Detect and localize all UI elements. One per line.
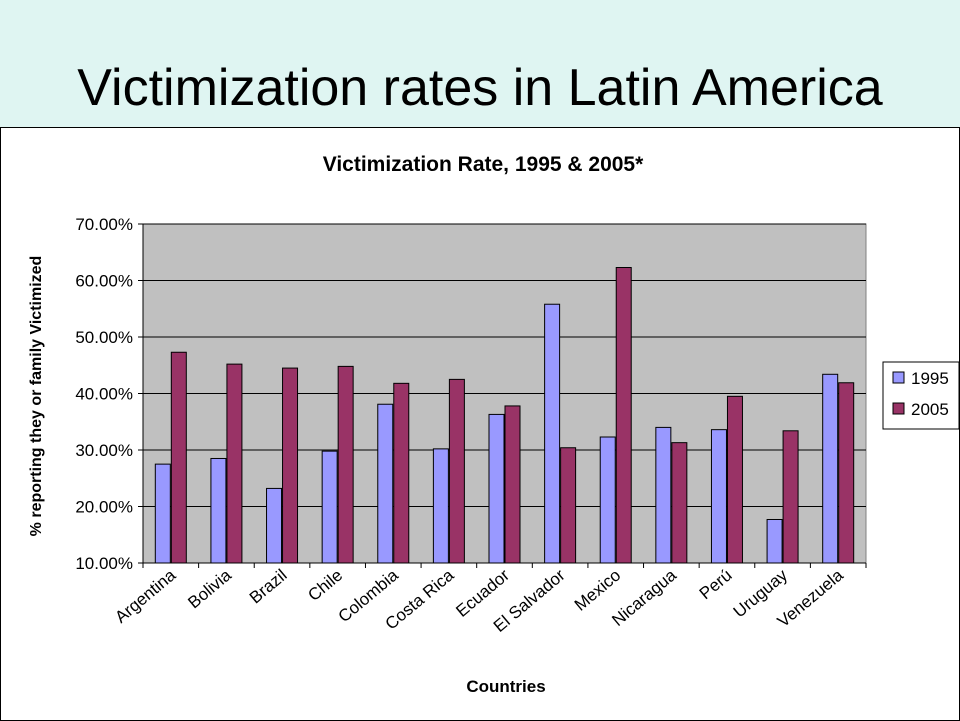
bar-2005-uruguay [782, 430, 799, 564]
bar-2005-costa-rica [448, 378, 465, 564]
bar-1995-per- [710, 429, 727, 564]
bar-1995-el-salvador [544, 303, 561, 564]
bar-2005-nicaragua [671, 442, 688, 564]
x-tick-label: Perú [696, 566, 736, 604]
legend-box [882, 361, 960, 430]
slide-title: Victimization rates in Latin America [77, 59, 883, 117]
legend-swatch [892, 402, 905, 415]
x-tick-label: Argentina [111, 565, 179, 627]
y-axis-label: % reporting they or family Victimized [28, 256, 45, 537]
y-tick-label: 20.00% [75, 498, 133, 517]
bar-2005-colombia [393, 382, 410, 564]
y-axis: 10.00% 20.00% 30.00% 40.00% 50.00% 60.00% 70.0… [75, 215, 144, 573]
legend: 1995 2005 [882, 361, 960, 430]
y-tick-label: 30.00% [75, 441, 133, 460]
bar-1995-uruguay [766, 518, 783, 564]
x-axis: Argentina Bolivia Brazil ChileColombiaCosta… [111, 562, 867, 636]
bar-2005-el-salvador [560, 447, 577, 564]
bar-2005-chile [337, 365, 354, 564]
y-tick-label: 50.00% [75, 328, 133, 347]
bar-2005-bolivia [226, 363, 243, 564]
chart-title: Victimization Rate, 1995 & 2005* [323, 153, 644, 176]
x-axis-label: Countries [466, 677, 545, 696]
bar-2005-per- [726, 395, 743, 564]
bar-1995-mexico [599, 436, 616, 564]
y-tick-label: 10.00% [75, 554, 133, 573]
bar-2005-ecuador [504, 405, 521, 564]
bar-1995-argentina [154, 463, 171, 564]
legend-swatch [892, 371, 905, 384]
bar-1995-colombia [377, 403, 394, 564]
x-tick-label: Bolivia [184, 565, 235, 612]
bars [154, 267, 855, 564]
bar-2005-argentina [170, 351, 187, 564]
bar-2005-brazil [282, 367, 299, 564]
bar-1995-brazil [266, 487, 283, 564]
title-band [0, 0, 960, 128]
y-tick-label: 40.00% [75, 385, 133, 404]
y-tick-label: 70.00% [75, 215, 133, 234]
bar-1995-nicaragua [655, 426, 672, 564]
legend-label: 2005 [911, 400, 949, 419]
x-tick-label: Brazil [246, 566, 291, 608]
legend-label: 1995 [911, 369, 949, 388]
bar-1995-venezuela [822, 373, 839, 564]
y-tick-label: 60.00% [75, 272, 133, 291]
bar-1995-bolivia [210, 457, 227, 564]
x-tick-label: Chile [304, 566, 346, 605]
bar-1995-chile [321, 450, 338, 564]
bar-1995-ecuador [488, 413, 505, 564]
bar-1995-costa-rica [432, 448, 449, 564]
bar-2005-mexico [615, 267, 632, 564]
bar-2005-venezuela [838, 382, 855, 564]
x-tick-label: Mexico [571, 566, 624, 615]
